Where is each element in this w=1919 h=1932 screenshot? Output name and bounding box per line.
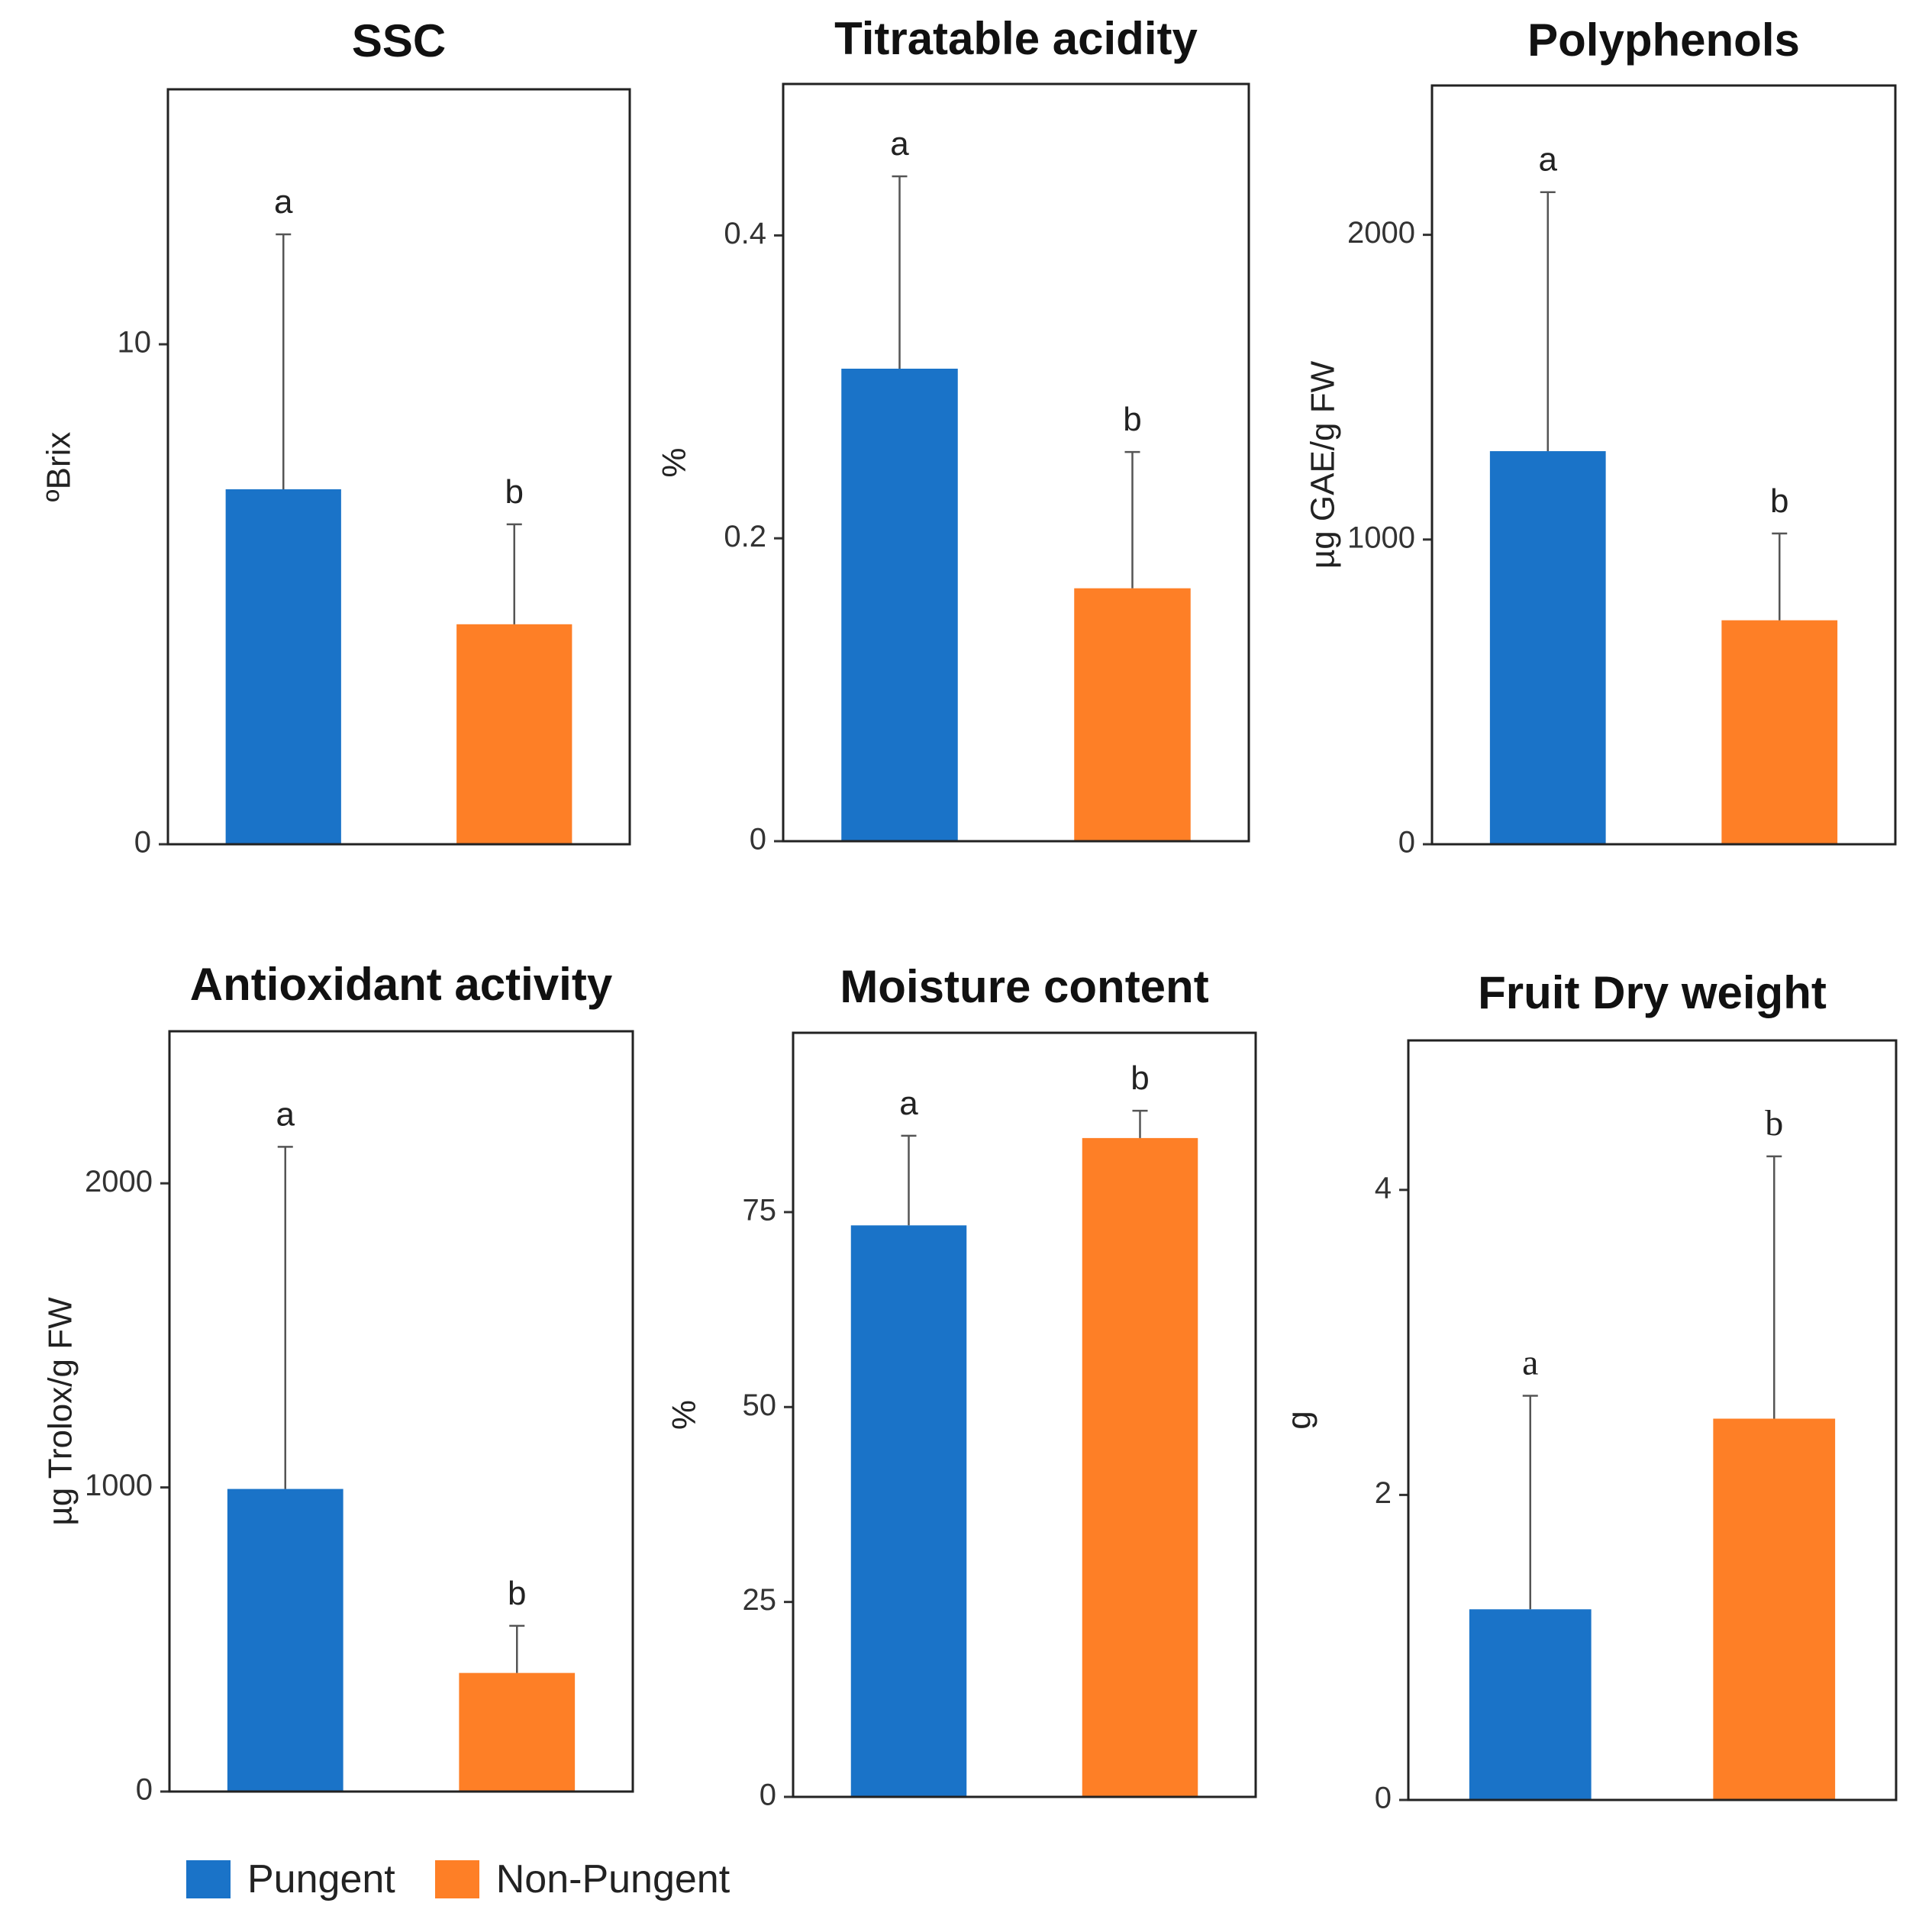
plot-frame-fruit-dry-weight bbox=[1407, 1039, 1898, 1801]
plot-frame-titratable-acidity bbox=[782, 82, 1250, 843]
bar-non-pungent-fruit-dry-weight bbox=[1713, 1418, 1836, 1800]
significance-letter-pungent-moisture-content: a bbox=[899, 1085, 918, 1122]
y-axis-label-polyphenols: µg GAE/g FW bbox=[1305, 360, 1342, 569]
bar-non-pungent-moisture-content bbox=[1082, 1137, 1198, 1797]
bar-pungent-polyphenols bbox=[1489, 451, 1606, 844]
y-tick-label-ssc: 10 bbox=[118, 326, 152, 360]
chart-title-titratable-acidity: Titratable acidity bbox=[834, 13, 1198, 64]
legend-swatch-non-pungent bbox=[434, 1860, 479, 1898]
bar-pungent-moisture-content bbox=[850, 1225, 967, 1797]
y-tick-label-fruit-dry-weight: 4 bbox=[1375, 1171, 1392, 1205]
significance-letter-non-pungent-antioxidant-activity: b bbox=[508, 1575, 526, 1612]
bar-non-pungent-polyphenols bbox=[1721, 620, 1838, 844]
legend: Pungent Non-Pungent bbox=[186, 1856, 769, 1902]
y-tick-label-antioxidant-activity: 1000 bbox=[85, 1469, 153, 1502]
plot-frame-moisture-content bbox=[792, 1031, 1257, 1798]
bar-pungent-ssc bbox=[225, 489, 341, 844]
legend-item-non-pungent: Non-Pungent bbox=[434, 1856, 731, 1902]
plot-frame-ssc bbox=[166, 88, 631, 846]
y-tick-label-titratable-acidity: 0.2 bbox=[724, 520, 766, 553]
bar-non-pungent-ssc bbox=[456, 624, 572, 844]
chart-title-moisture-content: Moisture content bbox=[840, 961, 1208, 1012]
y-tick-label-antioxidant-activity: 2000 bbox=[85, 1165, 153, 1198]
significance-letter-pungent-fruit-dry-weight: a bbox=[1522, 1343, 1538, 1383]
legend-item-pungent: Pungent bbox=[186, 1856, 395, 1902]
y-axis-label-titratable-acidity: % bbox=[656, 447, 693, 477]
y-axis-label-ssc: ºBrix bbox=[40, 432, 78, 502]
y-axis-label-moisture-content: % bbox=[666, 1400, 703, 1430]
y-tick-label-fruit-dry-weight: 0 bbox=[1375, 1782, 1392, 1815]
bar-pungent-antioxidant-activity bbox=[227, 1489, 343, 1792]
y-tick-label-moisture-content: 75 bbox=[743, 1193, 777, 1227]
chart-title-antioxidant-activity: Antioxidant activity bbox=[190, 959, 613, 1010]
y-tick-label-titratable-acidity: 0 bbox=[750, 823, 766, 856]
significance-letter-non-pungent-moisture-content: b bbox=[1130, 1060, 1149, 1097]
legend-label-non-pungent: Non-Pungent bbox=[495, 1857, 731, 1901]
y-tick-label-moisture-content: 25 bbox=[743, 1583, 777, 1617]
y-tick-label-polyphenols: 2000 bbox=[1347, 216, 1415, 250]
bar-pungent-titratable-acidity bbox=[841, 368, 958, 841]
y-tick-label-titratable-acidity: 0.4 bbox=[724, 217, 766, 250]
significance-letter-non-pungent-fruit-dry-weight: b bbox=[1765, 1103, 1783, 1143]
significance-letter-pungent-polyphenols: a bbox=[1539, 141, 1558, 179]
y-tick-label-antioxidant-activity: 0 bbox=[136, 1773, 153, 1807]
significance-letter-non-pungent-titratable-acidity: b bbox=[1123, 401, 1141, 438]
significance-letter-pungent-ssc: a bbox=[274, 183, 293, 221]
bar-non-pungent-antioxidant-activity bbox=[459, 1672, 576, 1792]
chart-title-fruit-dry-weight: Fruit Dry weight bbox=[1478, 967, 1827, 1018]
y-tick-label-polyphenols: 1000 bbox=[1347, 521, 1415, 554]
plot-frame-antioxidant-activity bbox=[168, 1030, 634, 1793]
legend-label-pungent: Pungent bbox=[247, 1857, 395, 1901]
chart-title-polyphenols: Polyphenols bbox=[1527, 15, 1800, 66]
y-tick-label-moisture-content: 50 bbox=[743, 1389, 777, 1422]
bar-pungent-fruit-dry-weight bbox=[1469, 1609, 1592, 1800]
legend-swatch-pungent bbox=[186, 1860, 231, 1898]
y-axis-label-fruit-dry-weight: g bbox=[1281, 1411, 1318, 1429]
significance-letter-pungent-titratable-acidity: a bbox=[890, 125, 909, 163]
significance-letter-non-pungent-polyphenols: b bbox=[1770, 482, 1788, 520]
significance-letter-pungent-antioxidant-activity: a bbox=[276, 1095, 295, 1133]
chart-title-ssc: SSC bbox=[352, 15, 446, 66]
y-tick-label-fruit-dry-weight: 2 bbox=[1375, 1476, 1392, 1510]
bar-non-pungent-titratable-acidity bbox=[1074, 588, 1191, 841]
y-tick-label-ssc: 0 bbox=[134, 826, 151, 860]
y-tick-label-moisture-content: 0 bbox=[760, 1779, 776, 1812]
y-axis-label-antioxidant-activity: µg Trolox/g FW bbox=[42, 1297, 79, 1526]
y-tick-label-polyphenols: 0 bbox=[1398, 826, 1415, 860]
significance-letter-non-pungent-ssc: b bbox=[505, 473, 524, 511]
plot-frame-polyphenols bbox=[1430, 84, 1897, 846]
